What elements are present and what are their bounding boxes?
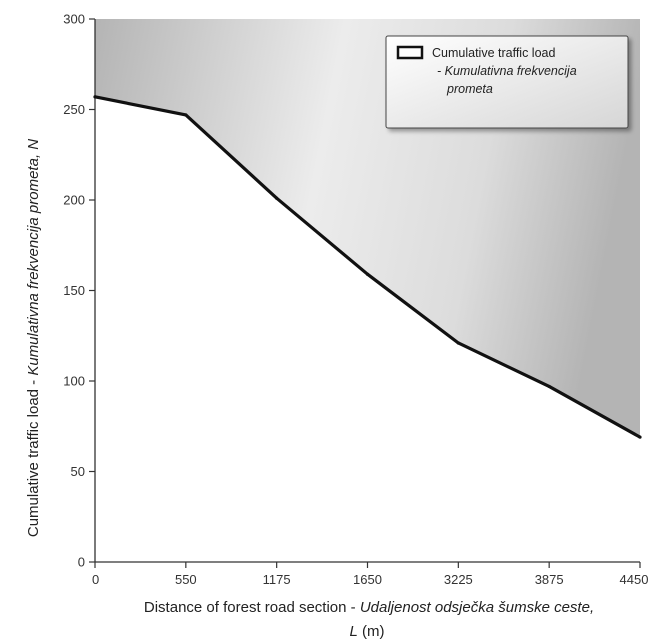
x-axis-title-line-1: Distance of forest road section - Udalje… — [144, 599, 594, 616]
data-point-550 — [184, 113, 188, 117]
x-axis-unit: (m) — [358, 623, 385, 640]
x-axis-unit-symbol: L — [350, 623, 358, 640]
y-tick-label-150: 150 — [63, 283, 85, 298]
y-axis-title-main: Cumulative traffic load - — [25, 376, 42, 537]
legend-swatch — [396, 45, 424, 60]
y-axis-ticks: 0 50 100 150 200 250 300 — [63, 12, 95, 570]
y-axis-title: Cumulative traffic load - Kumulativna fr… — [25, 139, 42, 537]
x-tick-label-550: 550 — [175, 572, 197, 587]
data-points — [93, 95, 642, 439]
legend-line-2: - Kumulativna frekvencija — [437, 64, 577, 78]
data-point-0 — [93, 95, 97, 99]
x-axis-title-italic: Udaljenost odsječka šumske ceste, — [360, 599, 594, 616]
legend-box — [385, 35, 629, 129]
data-point-4450 — [638, 435, 642, 439]
x-axis-title-main: Distance of forest road section - — [144, 599, 360, 616]
legend: Cumulative traffic load - Kumulativna fr… — [385, 35, 629, 129]
y-axis-title-italic: Kumulativna frekvencija prometa, N — [25, 139, 42, 376]
x-tick-label-1650: 1650 — [353, 572, 382, 587]
x-tick-label-3225: 3225 — [444, 572, 473, 587]
y-tick-label-0: 0 — [78, 555, 85, 570]
x-tick-label-1175: 1175 — [263, 572, 291, 587]
x-axis-title-line-2: L (m) — [350, 623, 385, 640]
legend-line-3: prometa — [446, 82, 493, 96]
y-tick-label-200: 200 — [63, 193, 85, 208]
x-tick-label-3875: 3875 — [535, 572, 564, 587]
y-tick-label-250: 250 — [63, 102, 85, 117]
legend-line-1: Cumulative traffic load — [432, 46, 555, 60]
data-point-1175 — [275, 196, 279, 200]
y-tick-label-50: 50 — [71, 464, 85, 479]
data-point-3875 — [547, 384, 551, 389]
x-tick-label-4450: 4450 — [620, 572, 649, 587]
data-point-3225 — [456, 341, 460, 345]
y-tick-label-100: 100 — [63, 374, 85, 389]
data-point-1650 — [365, 272, 370, 276]
x-axis-ticks: 0 550 1175 1650 3225 3875 4450 — [92, 562, 648, 587]
x-tick-label-0: 0 — [92, 572, 99, 587]
y-tick-label-300: 300 — [63, 12, 85, 27]
